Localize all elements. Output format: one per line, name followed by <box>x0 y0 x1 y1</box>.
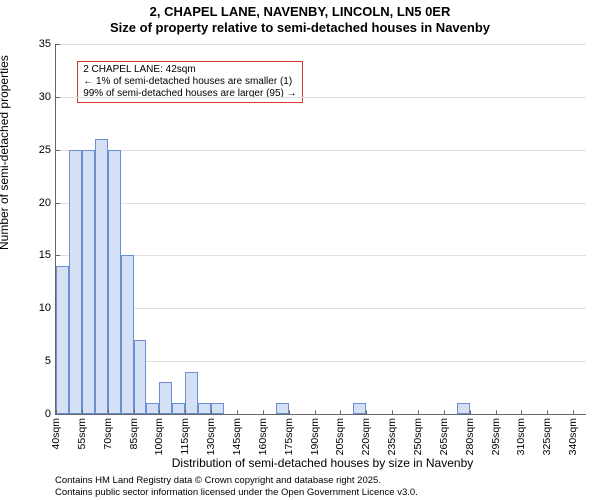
x-tick-label: 175sqm <box>283 414 295 455</box>
gridline <box>56 97 586 98</box>
gridline <box>56 255 586 256</box>
x-tick-label: 340sqm <box>567 414 579 455</box>
histogram-bar <box>172 403 185 414</box>
y-tick-label: 20 <box>39 197 56 209</box>
y-axis-label: Number of semi-detached properties <box>0 55 11 250</box>
histogram-bar <box>121 255 134 414</box>
title-line-2: Size of property relative to semi-detach… <box>0 20 600 35</box>
histogram-bar <box>69 150 82 414</box>
y-tick-label: 30 <box>39 91 56 103</box>
x-tick-label: 190sqm <box>309 414 321 455</box>
x-axis-label: Distribution of semi-detached houses by … <box>55 456 590 470</box>
x-tick-label: 295sqm <box>490 414 502 455</box>
histogram-bar <box>185 372 198 414</box>
y-tick-label: 5 <box>45 355 56 367</box>
x-tick-label: 325sqm <box>541 414 553 455</box>
histogram-bar <box>146 403 159 414</box>
x-tick-label: 235sqm <box>386 414 398 455</box>
x-tick-label: 130sqm <box>205 414 217 455</box>
x-tick-label: 40sqm <box>50 414 62 450</box>
gridline <box>56 308 586 309</box>
x-tick-label: 115sqm <box>179 414 191 455</box>
x-tick-label: 220sqm <box>360 414 372 455</box>
histogram-bar <box>56 266 69 414</box>
gridline <box>56 150 586 151</box>
annotation-line-1: 2 CHAPEL LANE: 42sqm <box>83 64 296 76</box>
x-tick-label: 265sqm <box>438 414 450 455</box>
y-tick-label: 25 <box>39 144 56 156</box>
footer: Contains HM Land Registry data © Crown c… <box>55 475 590 498</box>
chart-container: 2, CHAPEL LANE, NAVENBY, LINCOLN, LN5 0E… <box>0 0 600 500</box>
histogram-bar <box>159 382 172 414</box>
histogram-bar <box>353 403 366 414</box>
plot-area: 2 CHAPEL LANE: 42sqm ← 1% of semi-detach… <box>55 44 586 415</box>
y-tick-label: 15 <box>39 249 56 261</box>
x-tick-label: 55sqm <box>76 414 88 450</box>
histogram-bar <box>457 403 470 414</box>
x-tick-label: 280sqm <box>464 414 476 455</box>
x-tick-label: 205sqm <box>334 414 346 455</box>
footer-line-1: Contains HM Land Registry data © Crown c… <box>55 475 590 486</box>
annotation-line-2: ← 1% of semi-detached houses are smaller… <box>83 76 296 88</box>
x-tick-label: 310sqm <box>515 414 527 455</box>
gridline <box>56 203 586 204</box>
x-tick-label: 145sqm <box>231 414 243 455</box>
y-tick-label: 35 <box>39 38 56 50</box>
histogram-bar <box>211 403 224 414</box>
footer-line-2: Contains public sector information licen… <box>55 487 590 498</box>
x-tick-label: 85sqm <box>128 414 140 450</box>
histogram-bar <box>108 150 121 414</box>
histogram-bar <box>82 150 95 414</box>
histogram-bar <box>198 403 211 414</box>
gridline <box>56 44 586 45</box>
x-tick-label: 160sqm <box>257 414 269 455</box>
x-tick-label: 70sqm <box>102 414 114 450</box>
y-tick-label: 10 <box>39 302 56 314</box>
histogram-bar <box>276 403 289 414</box>
x-tick-label: 250sqm <box>412 414 424 455</box>
title-line-1: 2, CHAPEL LANE, NAVENBY, LINCOLN, LN5 0E… <box>0 4 600 19</box>
histogram-bar <box>134 340 147 414</box>
histogram-bar <box>95 139 108 414</box>
x-tick-label: 100sqm <box>153 414 165 455</box>
